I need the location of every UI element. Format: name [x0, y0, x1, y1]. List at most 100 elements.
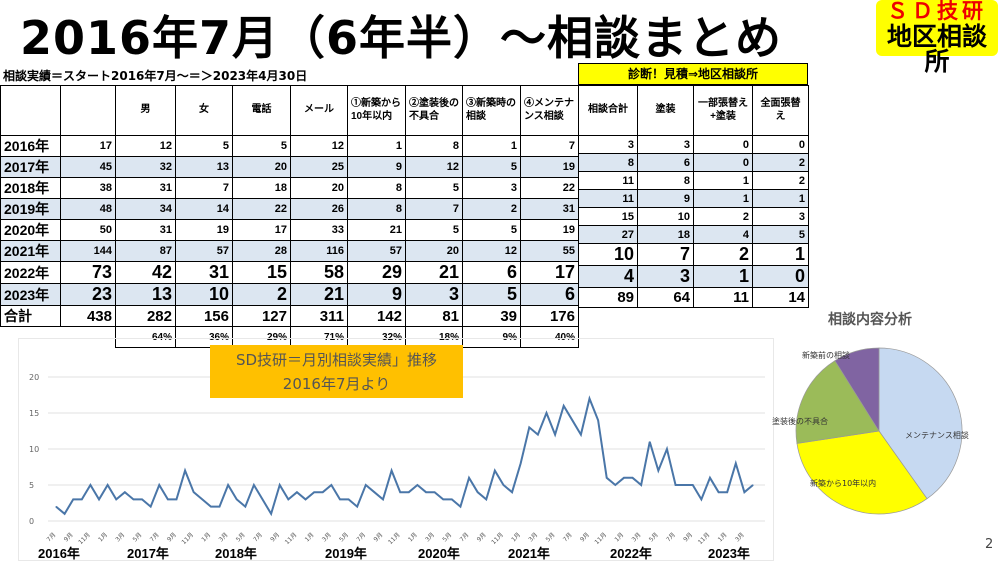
table-cell: 20	[405, 240, 463, 262]
table-cell: 33	[290, 219, 348, 241]
x-tick-label: 5月	[338, 531, 350, 543]
data-point	[468, 477, 470, 479]
x-tick-label: 5月	[648, 531, 660, 543]
data-point	[571, 419, 573, 421]
data-point	[382, 498, 384, 500]
table-cell: 17	[232, 219, 291, 241]
table-cell: 9	[347, 156, 406, 178]
table-cell: 15	[232, 261, 291, 284]
table-cell: 438	[60, 305, 116, 327]
table-cell: 12	[462, 240, 521, 262]
table-cell: 6	[462, 261, 521, 284]
data-point	[632, 477, 634, 479]
row-label: 2020年	[0, 219, 61, 241]
data-point	[675, 484, 677, 486]
table-cell: 50	[60, 219, 116, 241]
x-tick-label: 7月	[149, 531, 161, 543]
data-point	[150, 506, 152, 508]
data-point	[287, 498, 289, 500]
table-cell: 1	[693, 171, 753, 190]
table-cell: 21	[347, 219, 406, 241]
data-point	[322, 491, 324, 493]
data-point	[563, 405, 565, 407]
year-label: 2022年	[610, 546, 652, 561]
table-cell: 3	[462, 177, 521, 199]
table-cell: 57	[347, 240, 406, 262]
table-cell: 12	[290, 135, 348, 157]
data-point	[649, 441, 651, 443]
data-point	[416, 484, 418, 486]
header-cell	[60, 85, 116, 136]
table-cell: 4	[693, 225, 753, 244]
table-cell: 13	[115, 283, 176, 306]
table-cell: 13	[175, 156, 233, 178]
data-point	[726, 491, 728, 493]
table-cell: 127	[232, 305, 291, 327]
table-cell: 89	[578, 287, 638, 308]
table-cell: 31	[175, 261, 233, 284]
data-point	[132, 498, 134, 500]
table-cell: 10	[578, 243, 638, 266]
data-point	[124, 491, 126, 493]
table-cell: 7	[520, 135, 579, 157]
pie-title: 相談内容分析	[828, 312, 912, 328]
data-point	[399, 491, 401, 493]
table-cell: 5	[405, 219, 463, 241]
table-cell: 18	[637, 225, 694, 244]
x-tick-label: 1月	[510, 531, 522, 543]
table-cell: 142	[347, 305, 406, 327]
chart-title: SD技研＝月別相談実績」推移	[235, 351, 438, 369]
table-cell: 73	[60, 261, 116, 284]
series-line	[55, 395, 754, 517]
data-point	[606, 477, 608, 479]
data-point	[657, 470, 659, 472]
pie-slice	[795, 360, 880, 444]
table-cell: 5	[405, 177, 463, 199]
table-cell: 8	[578, 153, 638, 172]
table-cell: 14	[175, 198, 233, 220]
x-tick-label: 1月	[97, 531, 109, 543]
data-point	[253, 484, 255, 486]
x-tick-label: 1月	[717, 531, 729, 543]
table-cell: 0	[752, 135, 809, 154]
table-row: 11 8 1 2	[578, 171, 809, 190]
table-cell: 21	[290, 283, 348, 306]
table-cell: 48	[60, 198, 116, 220]
table-cell: 12	[115, 135, 176, 157]
x-tick-label: 11月	[490, 531, 505, 546]
data-point	[339, 498, 341, 500]
data-point	[614, 484, 616, 486]
x-tick-label: 9月	[579, 531, 591, 543]
table-cell: 1	[693, 265, 753, 288]
header-cell: 男	[115, 85, 176, 136]
data-point	[98, 498, 100, 500]
table-cell: 6	[520, 283, 579, 306]
table-cell: 10	[637, 207, 694, 226]
percent-cell: 64%	[115, 326, 176, 348]
table-cell: 11	[578, 189, 638, 208]
data-point	[305, 498, 307, 500]
data-point	[442, 498, 444, 500]
table-cell: 31	[520, 198, 579, 220]
data-point	[193, 491, 195, 493]
table-cell: 2	[752, 171, 809, 190]
x-tick-label: 3月	[114, 531, 126, 543]
x-tick-label: 3月	[631, 531, 643, 543]
table-cell: 156	[175, 305, 233, 327]
table-subtitle: 相談実績＝スタート2016年7月～＝＞2023年4月30日	[3, 69, 308, 83]
data-point	[64, 513, 66, 515]
logo-line2: 地区相談所	[886, 22, 987, 76]
table-row: 2019年 48 34 14 22 26 8 7 2 31	[0, 198, 579, 220]
x-tick-label: 9月	[63, 531, 75, 543]
header-cell: 一部張替え+塗装	[693, 85, 753, 136]
table-cell: 27	[578, 225, 638, 244]
table-cell: 144	[60, 240, 116, 262]
percent-cell: 40%	[520, 326, 579, 348]
table-cell: 38	[60, 177, 116, 199]
table-cell: 29	[347, 261, 406, 284]
table-cell: 6	[637, 153, 694, 172]
table-cell: 31	[115, 177, 176, 199]
table-cell: 22	[520, 177, 579, 199]
